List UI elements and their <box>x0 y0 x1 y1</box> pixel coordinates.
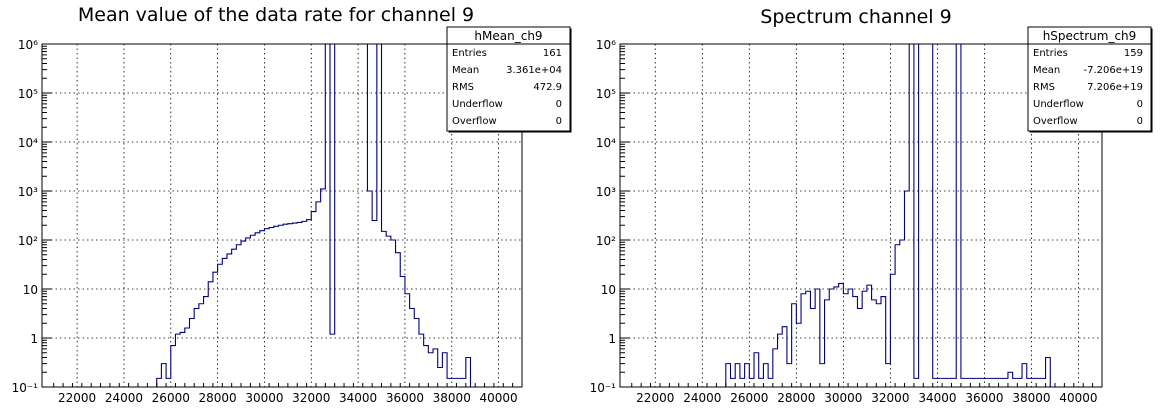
stats-value: 0 <box>1137 116 1143 127</box>
stats-value: 472.9 <box>533 82 562 93</box>
chart-title: Spectrum channel 9 <box>760 6 951 28</box>
stats-value: 0 <box>556 116 562 127</box>
histogram-series <box>725 43 1051 387</box>
y-tick-label: 10³ <box>596 185 616 199</box>
x-axis: 22000 24000 26000 28000 30000 32000 34000 36000… <box>53 383 523 405</box>
x-tick-label: 22000 <box>636 391 674 405</box>
histogram-series <box>156 43 472 387</box>
grid-lines <box>42 43 522 388</box>
y-tick-label: 1 <box>608 332 616 346</box>
y-tick-label: 10 <box>23 283 38 297</box>
x-axis: 22000 24000 26000 28000 30000 32000 34000 36000… <box>631 383 1103 405</box>
stats-label: RMS <box>1033 82 1055 93</box>
stats-value: -7.206e+19 <box>1084 65 1144 76</box>
y-tick-label: 10⁶ <box>18 38 38 52</box>
stats-label: RMS <box>452 82 474 93</box>
histogram-panel-1: Mean value of the data rate for channel … <box>12 4 572 405</box>
x-tick-label: 40000 <box>479 391 517 405</box>
y-axis: 10⁻¹ 1 10 10² 10³ 10⁴ 10⁵ 10⁶ <box>12 38 52 395</box>
x-tick-label: 24000 <box>105 391 143 405</box>
x-tick-label: 36000 <box>386 391 424 405</box>
stats-label: Overflow <box>452 116 497 127</box>
stats-value: 159 <box>1124 48 1143 59</box>
y-tick-label: 10³ <box>18 185 38 199</box>
y-tick-label: 10⁵ <box>596 87 616 101</box>
stats-label: Entries <box>452 48 487 59</box>
stats-label: Mean <box>452 65 479 76</box>
stats-label: Underflow <box>452 99 503 110</box>
x-tick-label: 38000 <box>1012 391 1050 405</box>
y-tick-label: 10 <box>601 283 616 297</box>
stats-label: Underflow <box>1033 99 1084 110</box>
x-tick-label: 30000 <box>245 391 283 405</box>
plot-frame <box>619 43 1103 388</box>
stats-label: Entries <box>1033 48 1068 59</box>
x-tick-label: 22000 <box>58 391 96 405</box>
stats-label: Mean <box>1033 65 1060 76</box>
stats-box-title: hSpectrum_ch9 <box>1043 29 1137 43</box>
y-tick-label: 10⁻¹ <box>590 381 617 395</box>
x-tick-label: 34000 <box>339 391 377 405</box>
x-tick-label: 40000 <box>1059 391 1097 405</box>
stats-label: Overflow <box>1033 116 1078 127</box>
x-tick-label: 36000 <box>965 391 1003 405</box>
stats-value: 7.206e+19 <box>1087 82 1143 93</box>
y-tick-label: 10⁶ <box>596 38 616 52</box>
x-tick-label: 32000 <box>871 391 909 405</box>
y-tick-label: 10² <box>596 234 616 248</box>
stats-box: hMean_ch9 Entries 161 Mean 3.361e+04 RMS 472.9… <box>446 26 572 133</box>
plot-frame <box>41 43 523 388</box>
x-tick-label: 24000 <box>683 391 721 405</box>
x-tick-label: 32000 <box>292 391 330 405</box>
y-tick-label: 1 <box>30 332 38 346</box>
x-tick-label: 28000 <box>777 391 815 405</box>
y-tick-label: 10⁵ <box>18 87 38 101</box>
x-tick-label: 26000 <box>152 391 190 405</box>
y-tick-label: 10⁻¹ <box>12 381 39 395</box>
stats-box-title: hMean_ch9 <box>474 29 542 43</box>
chart-title: Mean value of the data rate for channel … <box>78 4 474 26</box>
stats-value: 3.361e+04 <box>506 65 562 76</box>
y-tick-label: 10⁴ <box>596 136 616 150</box>
stats-value: 0 <box>1137 99 1143 110</box>
x-tick-label: 30000 <box>824 391 862 405</box>
stats-box: hSpectrum_ch9 Entries 159 Mean -7.206e+19 RMS… <box>1027 26 1153 133</box>
stats-value: 0 <box>556 99 562 110</box>
x-tick-label: 28000 <box>199 391 237 405</box>
x-tick-label: 34000 <box>918 391 956 405</box>
stats-value: 161 <box>543 48 562 59</box>
y-axis: 10⁻¹ 1 10 10² 10³ 10⁴ 10⁵ 10⁶ <box>590 38 630 395</box>
x-tick-label: 38000 <box>433 391 471 405</box>
histogram-panel-2: Spectrum channel 9 22000 24000 26000 28000 30… <box>590 6 1153 405</box>
x-tick-label: 26000 <box>730 391 768 405</box>
y-tick-label: 10² <box>18 234 38 248</box>
y-tick-label: 10⁴ <box>18 136 38 150</box>
